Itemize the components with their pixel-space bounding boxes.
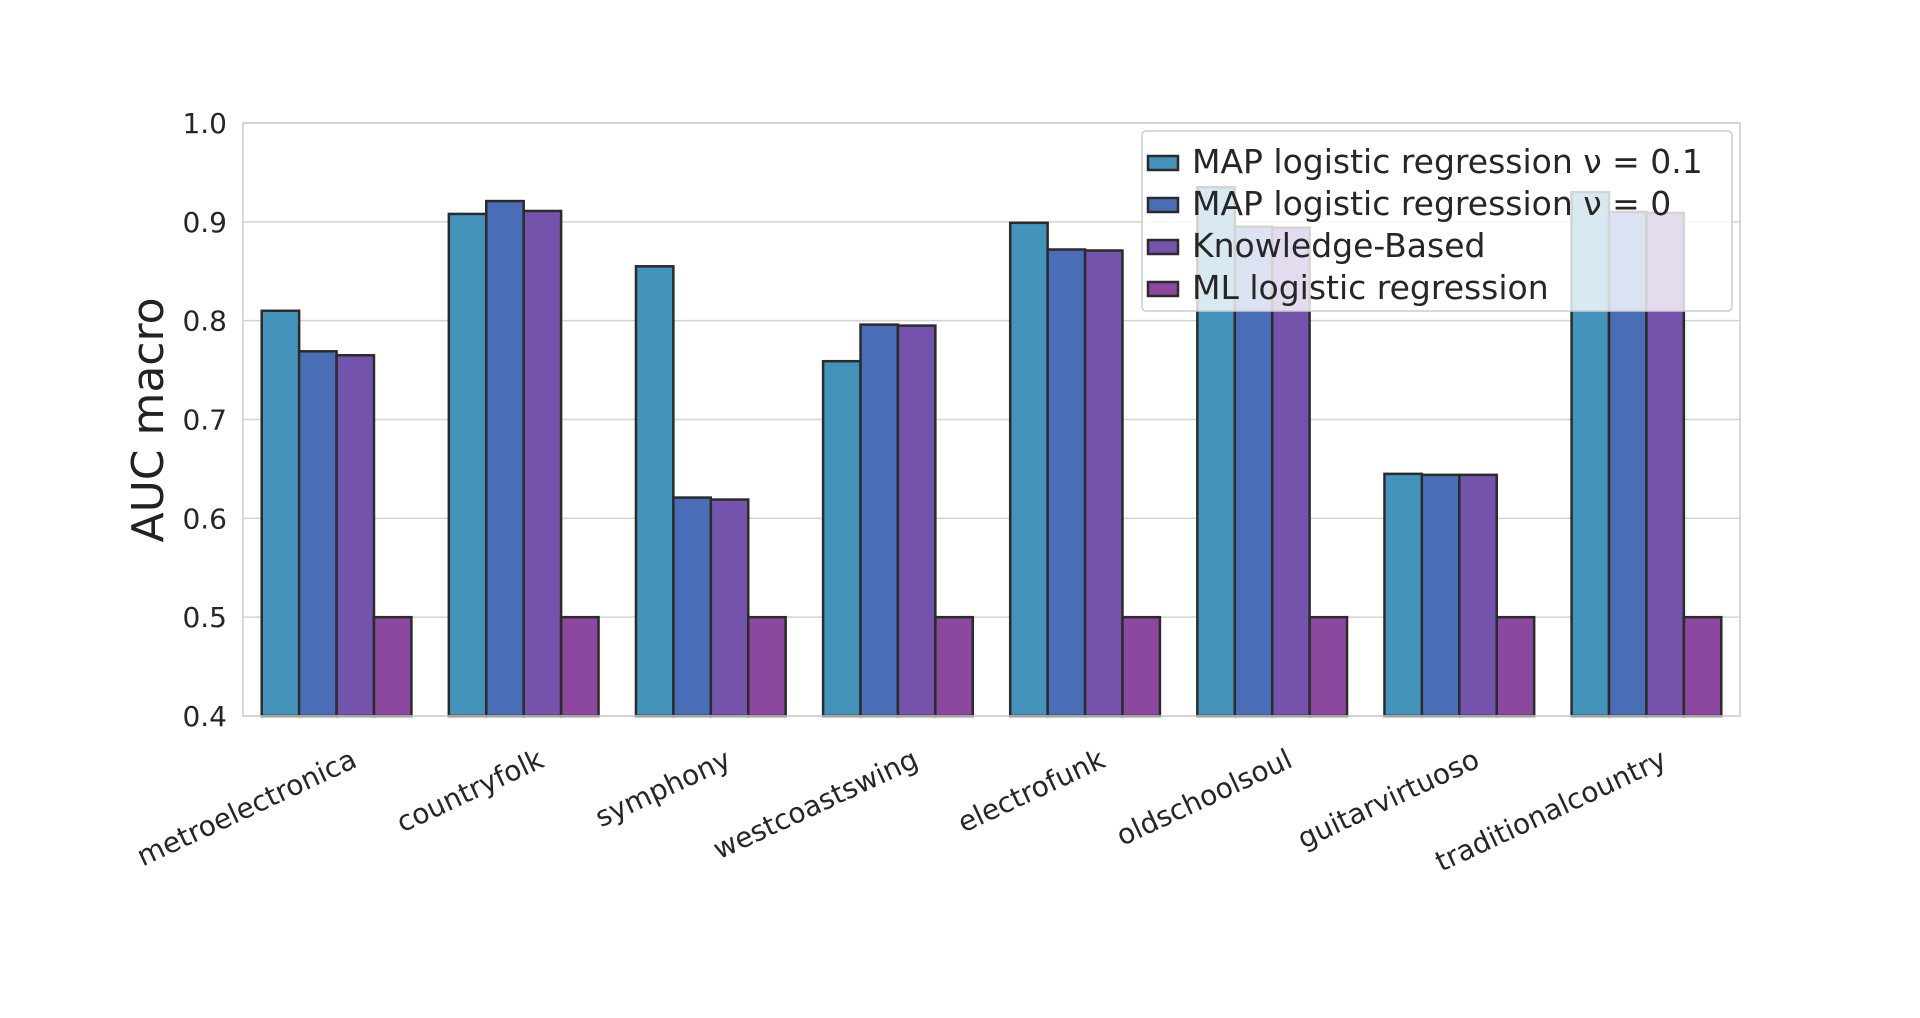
y-tick-label: 0.8 xyxy=(182,305,227,338)
bar-symphony-series-3 xyxy=(746,615,787,718)
bar-traditionalcountry-series-3 xyxy=(1682,615,1723,718)
bar-westcoastswing-series-2 xyxy=(896,324,937,718)
y-tick-label: 0.7 xyxy=(182,404,227,437)
bar-electrofunk-series-2 xyxy=(1083,249,1124,718)
legend-label: ML logistic regression xyxy=(1192,268,1549,307)
bar-westcoastswing-series-1 xyxy=(859,323,900,718)
bar-symphony-series-2 xyxy=(709,498,750,718)
bar-westcoastswing-series-3 xyxy=(934,615,975,718)
bars xyxy=(260,185,1723,718)
bar-electrofunk-series-0 xyxy=(1008,221,1049,718)
bar-electrofunk-series-3 xyxy=(1121,615,1162,718)
y-tick-label: 0.5 xyxy=(182,601,227,634)
legend-box xyxy=(1141,130,1733,312)
legend-swatch xyxy=(1146,154,1180,172)
bar-guitarvirtuoso-series-3 xyxy=(1495,615,1536,718)
bar-electrofunk-series-1 xyxy=(1046,248,1087,718)
plot-frame xyxy=(242,122,1741,717)
bar-guitarvirtuoso-series-0 xyxy=(1383,472,1424,718)
y-axis-label: AUC macro xyxy=(123,297,174,542)
legend-label: MAP logistic regression ν = 0.1 xyxy=(1192,142,1703,181)
y-tick-label: 0.6 xyxy=(182,502,227,535)
bar-symphony-series-1 xyxy=(672,496,713,718)
legend-label: MAP logistic regression ν = 0 xyxy=(1192,184,1671,223)
bar-guitarvirtuoso-series-1 xyxy=(1420,473,1461,718)
y-axis-ticks: 0.4 0.5 0.6 0.7 0.8 0.9 1.0 xyxy=(182,107,227,733)
bar-countryfolk-series-0 xyxy=(447,212,488,718)
bar-metroelectronica-series-2 xyxy=(335,354,376,718)
bar-guitarvirtuoso-series-2 xyxy=(1458,473,1498,718)
bar-countryfolk-series-3 xyxy=(559,615,600,718)
bar-countryfolk-series-2 xyxy=(522,209,563,718)
legend-label: Knowledge-Based xyxy=(1192,226,1485,265)
bar-metroelectronica-series-0 xyxy=(260,309,301,718)
bar-westcoastswing-series-0 xyxy=(821,359,862,718)
legend-swatch xyxy=(1146,196,1180,214)
bar-countryfolk-series-1 xyxy=(485,199,525,718)
legend-swatch xyxy=(1146,238,1180,256)
y-tick-label: 0.9 xyxy=(182,206,227,239)
bar-metroelectronica-series-3 xyxy=(372,615,413,718)
bar-metroelectronica-series-1 xyxy=(297,350,338,718)
bar-symphony-series-0 xyxy=(634,265,675,718)
y-tick-label: 0.4 xyxy=(182,700,227,733)
bar-oldschoolsoul-series-3 xyxy=(1308,615,1349,718)
y-tick-label: 1.0 xyxy=(182,107,227,140)
legend-swatch xyxy=(1146,280,1180,298)
